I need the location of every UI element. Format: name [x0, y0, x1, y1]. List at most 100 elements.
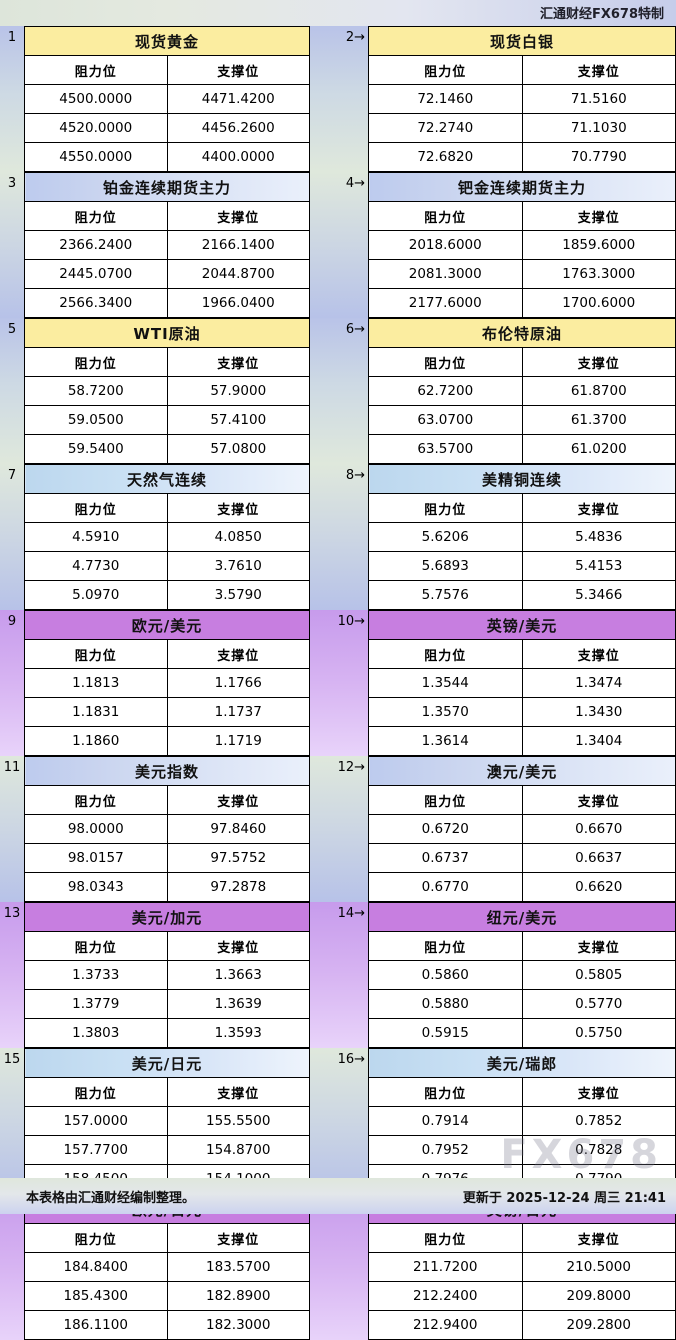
support-header: 支撑位: [166, 55, 310, 85]
quote-block-14: 纽元/美元 阻力位 支撑位 0.5860 0.5805 0.5880 0.5770 0.591…: [368, 902, 676, 1048]
resistance-value: 2018.6000: [368, 230, 523, 260]
row-index-label: 12→: [337, 760, 365, 775]
support-value: 183.5700: [166, 1252, 310, 1282]
resistance-value: 4.5910: [24, 522, 168, 552]
row-index-label: 1: [7, 30, 17, 45]
support-value: 4.0850: [166, 522, 310, 552]
support-value: 4471.4200: [166, 84, 310, 114]
support-value: 1700.6000: [521, 288, 676, 318]
resistance-value: 0.5860: [368, 960, 523, 990]
table-row: 5.6893 5.4153: [368, 551, 676, 581]
row-index-label: 8→: [345, 468, 365, 483]
row-index-label: 14→: [337, 906, 365, 921]
support-value: 5.4153: [521, 551, 676, 581]
support-value: 2044.8700: [166, 259, 310, 289]
support-value: 71.5160: [521, 84, 676, 114]
quote-block-18: 英镑/日元阻力位支撑位211.7200210.5000212.2400209.8…: [368, 1194, 676, 1340]
resistance-header: 阻力位: [24, 347, 168, 377]
resistance-value: 4550.0000: [24, 142, 168, 172]
resistance-header: 阻力位: [24, 1077, 168, 1107]
quote-block-3: 铂金连续期货主力 阻力位 支撑位 2366.2400 2166.1400 2445.070…: [24, 172, 310, 318]
resistance-value: 1.1813: [24, 668, 168, 698]
resistance-header: 阻力位: [24, 1223, 168, 1253]
left-table-column: 现货黄金 阻力位 支撑位 4500.0000 4471.4200 4520.0000 445…: [24, 26, 310, 1340]
support-header: 支撑位: [166, 1223, 310, 1253]
support-value: 1.1737: [166, 697, 310, 727]
support-value: 5.4836: [521, 522, 676, 552]
table-row: 1.1831 1.1737: [24, 697, 310, 727]
resistance-value: 0.7952: [368, 1135, 523, 1165]
table-row: 185.4300 182.8900: [24, 1281, 310, 1311]
resistance-header: 阻力位: [24, 785, 168, 815]
row-index-label: 15: [3, 1052, 21, 1067]
resistance-value: 72.1460: [368, 84, 523, 114]
table-row: 0.6770 0.6620: [368, 872, 676, 902]
gutter-band: 18→: [310, 1194, 368, 1340]
support-value: 61.3700: [521, 405, 676, 435]
resistance-value: 5.7576: [368, 580, 523, 610]
resistance-value: 1.3803: [24, 1018, 168, 1048]
resistance-value: 157.7700: [24, 1135, 168, 1165]
support-header: 支撑位: [166, 931, 310, 961]
resistance-value: 212.9400: [368, 1310, 523, 1340]
support-header: 支撑位: [521, 1223, 676, 1253]
table-row: 2081.3000 1763.3000: [368, 259, 676, 289]
support-header: 支撑位: [521, 639, 676, 669]
quote-block-8: 美精铜连续 阻力位 支撑位 5.6206 5.4836 5.6893 5.4153 5.757…: [368, 464, 676, 610]
table-row: 1.3544 1.3474: [368, 668, 676, 698]
table-row: 186.1100 182.3000: [24, 1310, 310, 1340]
table-row: 0.5860 0.5805: [368, 960, 676, 990]
resistance-header: 阻力位: [24, 201, 168, 231]
support-header: 支撑位: [166, 493, 310, 523]
resistance-value: 2177.6000: [368, 288, 523, 318]
resistance-value: 2445.0700: [24, 259, 168, 289]
block-title: 钯金连续期货主力: [368, 172, 676, 202]
row-index-label: 11: [3, 760, 21, 775]
gutter-band: 12→: [310, 756, 368, 902]
support-header: 支撑位: [521, 785, 676, 815]
table-row: 2445.0700 2044.8700: [24, 259, 310, 289]
support-value: 1763.3000: [521, 259, 676, 289]
support-value: 154.8700: [166, 1135, 310, 1165]
support-header: 支撑位: [166, 347, 310, 377]
table-row: 1.1813 1.1766: [24, 668, 310, 698]
gutter-band: 2→: [310, 26, 368, 172]
table-row: 1.3803 1.3593: [24, 1018, 310, 1048]
resistance-value: 211.7200: [368, 1252, 523, 1282]
block-title: 铂金连续期货主力: [24, 172, 310, 202]
support-value: 0.5805: [521, 960, 676, 990]
footer-bar: 本表格由汇通财经编制整理。 更新于 2025-12-24 周三 21:41: [0, 1178, 676, 1214]
support-value: 1.3639: [166, 989, 310, 1019]
resistance-value: 98.0000: [24, 814, 168, 844]
table-row: 2177.6000 1700.6000: [368, 288, 676, 318]
row-index-label: 4→: [345, 176, 365, 191]
resistance-header: 阻力位: [24, 639, 168, 669]
support-value: 3.7610: [166, 551, 310, 581]
resistance-value: 1.3733: [24, 960, 168, 990]
resistance-header: 阻力位: [368, 347, 523, 377]
block-title: 天然气连续: [24, 464, 310, 494]
row-index-label: 9: [7, 614, 17, 629]
gutter-band: 14→: [310, 902, 368, 1048]
table-row: 184.8400 183.5700: [24, 1252, 310, 1282]
table-row: 0.7914 0.7852: [368, 1106, 676, 1136]
table-row: 211.7200 210.5000: [368, 1252, 676, 1282]
support-value: 5.3466: [521, 580, 676, 610]
resistance-header: 阻力位: [368, 1223, 523, 1253]
support-header: 支撑位: [521, 493, 676, 523]
block-title: 澳元/美元: [368, 756, 676, 786]
gutter-band: 16→: [310, 1048, 368, 1194]
block-title: 纽元/美元: [368, 902, 676, 932]
table-row: 63.0700 61.3700: [368, 405, 676, 435]
quote-block-13: 美元/加元 阻力位 支撑位 1.3733 1.3663 1.3779 1.3639 1.380…: [24, 902, 310, 1048]
support-value: 2166.1400: [166, 230, 310, 260]
support-value: 0.5770: [521, 989, 676, 1019]
row-index-label: 2→: [345, 30, 365, 45]
table-row: 4500.0000 4471.4200: [24, 84, 310, 114]
top-banner: 汇通财经FX678特制: [0, 0, 676, 26]
support-value: 0.7852: [521, 1106, 676, 1136]
quote-block-1: 现货黄金 阻力位 支撑位 4500.0000 4471.4200 4520.0000 445…: [24, 26, 310, 172]
block-title: 美元/加元: [24, 902, 310, 932]
resistance-value: 186.1100: [24, 1310, 168, 1340]
